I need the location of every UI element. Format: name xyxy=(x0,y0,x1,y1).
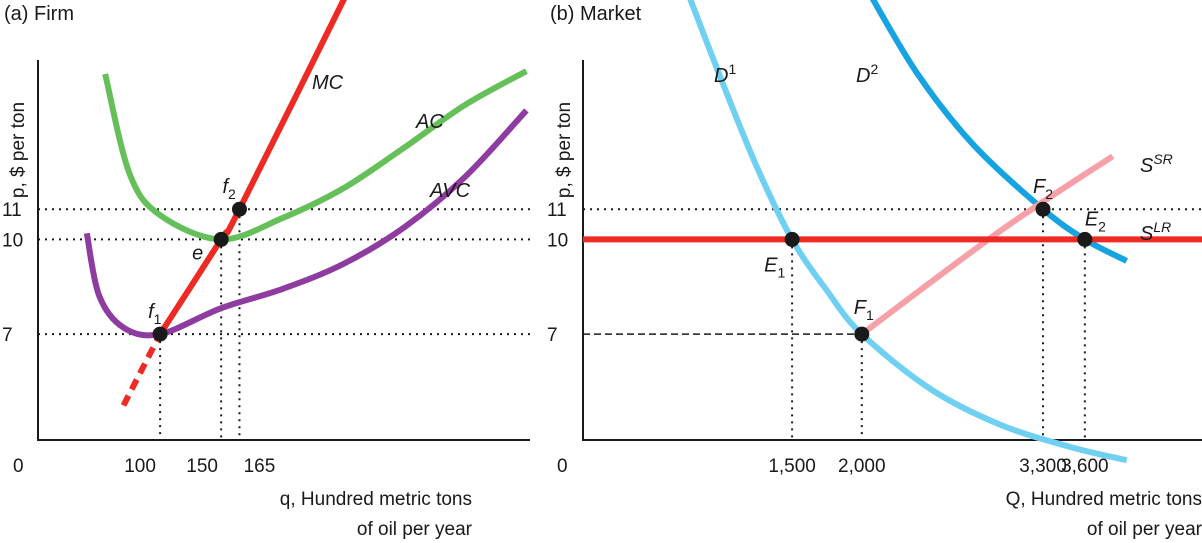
panel-firm: (a) Firm p, $ per ton 0 q, Hundred metri… xyxy=(2,0,530,540)
x-axis-title-line1-market: Q, Hundred metric tons xyxy=(1006,489,1202,510)
mc-curve-dashed-segment xyxy=(120,332,163,407)
equilibrium-points-market: E1 F1 F2 E2 xyxy=(764,176,1106,342)
y-tick-7: 7 xyxy=(2,325,13,346)
x-axis-title-line2-firm: of oil per year xyxy=(357,519,473,540)
d2-label: D2 xyxy=(856,61,878,87)
point-f1-label: f1 xyxy=(148,301,162,327)
avc-curve xyxy=(83,108,529,339)
point-f2-label: f2 xyxy=(222,176,236,202)
y-tick-11: 11 xyxy=(2,200,22,221)
x-tick-3,600: 3,600 xyxy=(1061,456,1109,477)
point-e2-dot xyxy=(1077,231,1093,247)
y-tick-11: 11 xyxy=(547,200,567,221)
point-f2-market-label: F2 xyxy=(1033,176,1053,202)
x-tick-150: 150 xyxy=(186,456,218,477)
y-axis-title-market: p, $ per ton xyxy=(554,102,575,198)
ssr-label: SSR xyxy=(1140,151,1173,177)
ac-curve xyxy=(102,68,528,243)
equilibrium-points-firm: f1 e f2 xyxy=(148,176,247,342)
x-axis-title-line2-market: of oil per year xyxy=(1087,519,1202,540)
y-tick-labels-firm: 7 10 11 xyxy=(2,200,23,346)
point-f1-dot xyxy=(152,326,168,342)
panel-title-firm: (a) Firm xyxy=(4,3,74,25)
point-f2-dot xyxy=(231,201,247,217)
guide-lines-market xyxy=(583,208,1202,440)
x-tick-labels-firm: 100 150 165 xyxy=(124,456,275,477)
y-tick-7: 7 xyxy=(547,325,558,346)
demand-curve-d1 xyxy=(687,0,1128,464)
mc-label: MC xyxy=(312,72,344,94)
ac-label: AC xyxy=(415,111,444,133)
d1-label: D1 xyxy=(714,61,736,87)
x-tick-2,000: 2,000 xyxy=(838,456,886,477)
point-f2-market-dot xyxy=(1035,201,1051,217)
y-tick-10: 10 xyxy=(547,230,568,251)
point-f1-market-label: F1 xyxy=(854,297,874,323)
x-axis-title-line1-firm: q, Hundred metric tons xyxy=(280,489,472,510)
slr-label: SLR xyxy=(1140,219,1171,245)
point-e2-label: E2 xyxy=(1085,208,1106,234)
guide-lines-firm xyxy=(38,208,530,440)
point-e-label: e xyxy=(192,242,203,264)
panel-market: (b) Market p, $ per ton 0 Q, Hundred met… xyxy=(547,0,1202,540)
x-tick-3,300: 3,300 xyxy=(1019,456,1067,477)
point-e1-dot xyxy=(784,231,800,247)
avc-label: AVC xyxy=(429,180,471,202)
y-tick-10: 10 xyxy=(2,230,23,251)
x-tick-165: 165 xyxy=(244,456,276,477)
short-run-supply-curve xyxy=(860,153,1115,337)
origin-label-market: 0 xyxy=(557,456,568,477)
point-f1-market-dot xyxy=(854,326,870,342)
point-e-dot xyxy=(213,231,229,247)
mc-curve xyxy=(157,0,347,336)
panel-title-market: (b) Market xyxy=(550,3,642,25)
point-e1-label: E1 xyxy=(764,254,785,280)
y-tick-labels-market: 7 10 11 xyxy=(547,200,568,346)
origin-label-firm: 0 xyxy=(13,456,24,477)
x-tick-1,500: 1,500 xyxy=(768,456,816,477)
x-tick-100: 100 xyxy=(124,456,156,477)
y-axis-title-firm: p, $ per ton xyxy=(8,102,29,198)
